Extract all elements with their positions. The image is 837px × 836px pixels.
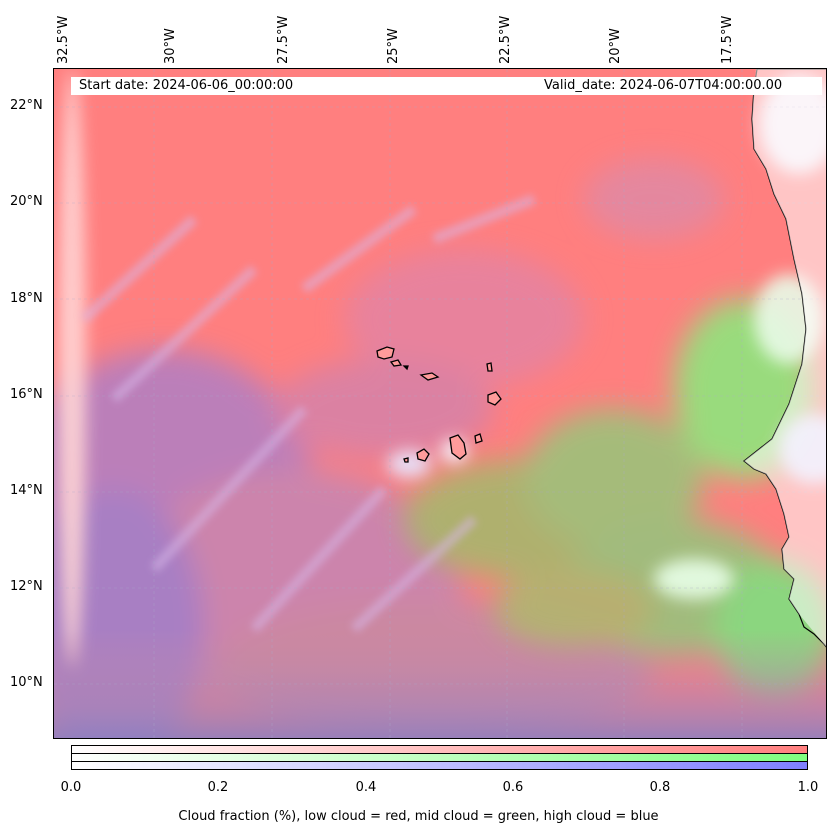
lon-label-25w: 25°W (386, 28, 401, 64)
colorbar-tick-3: 0.6 (502, 780, 524, 795)
colorbar-tick-4: 0.8 (649, 780, 671, 795)
lon-label-27-5w: 27.5°W (276, 15, 291, 64)
lat-label-10n: 10°N (10, 675, 43, 690)
colorbar-mid-cloud (71, 753, 808, 762)
colorbar-tick-1: 0.2 (207, 780, 229, 795)
colorbar-low-cloud (71, 745, 808, 754)
lat-label-18n: 18°N (10, 291, 43, 306)
lat-label-22n: 22°N (10, 98, 43, 113)
lat-label-12n: 12°N (10, 579, 43, 594)
colorbar-high-cloud (71, 761, 808, 770)
colorbar-tick-0: 0.0 (60, 780, 82, 795)
valid-date-label: Valid_date: 2024-06-07T04:00:00.00 (544, 78, 783, 93)
lon-label-17-5w: 17.5°W (720, 15, 735, 64)
colorbar (71, 745, 808, 770)
colorbar-tick-2: 0.4 (355, 780, 377, 795)
lat-label-16n: 16°N (10, 387, 43, 402)
lon-label-32-5w: 32.5°W (56, 15, 71, 64)
lat-label-14n: 14°N (10, 483, 43, 498)
date-annotation-bar (71, 77, 822, 95)
lon-label-20w: 20°W (608, 28, 623, 64)
lon-label-22-5w: 22.5°W (498, 15, 513, 64)
cloud-map-canvas (54, 69, 826, 738)
colorbar-label: Cloud fraction (%), low cloud = red, mid… (178, 809, 659, 824)
lon-label-30w: 30°W (163, 28, 178, 64)
start-date-label: Start date: 2024-06-06_00:00:00 (79, 78, 294, 93)
cape-verde-islands (376, 346, 502, 463)
cloud-map[interactable] (53, 68, 827, 739)
lat-label-20n: 20°N (10, 194, 43, 209)
colorbar-tick-5: 1.0 (797, 780, 819, 795)
